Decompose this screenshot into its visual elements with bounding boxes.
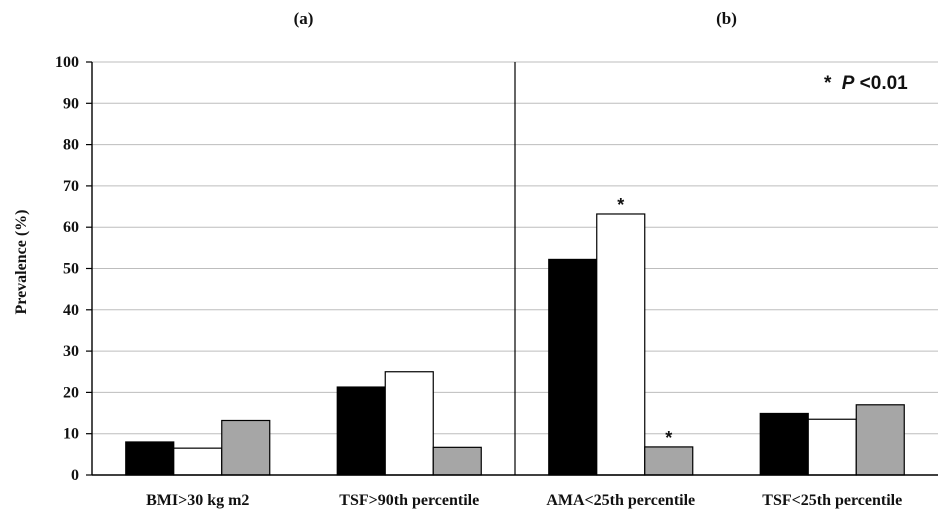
x-category-label: TSF<25th percentile xyxy=(762,492,902,509)
y-axis-label: Prevalence (%) xyxy=(13,210,30,315)
bar-1-1 xyxy=(384,371,434,476)
significance-note-p: P xyxy=(842,73,855,94)
y-tick-label: 20 xyxy=(63,384,79,401)
bar-3-2 xyxy=(855,404,905,476)
significance-star: * xyxy=(617,195,624,215)
significance-star: * xyxy=(665,428,672,448)
significance-note: * P <0.01 xyxy=(824,73,908,94)
y-tick-labels: 0 10 20 30 40 50 60 70 80 90 100 xyxy=(55,54,92,484)
bar-0-2 xyxy=(221,419,271,476)
bar-2-2 xyxy=(644,446,694,476)
y-tick-label: 0 xyxy=(71,467,79,484)
y-tick-label: 80 xyxy=(63,137,79,154)
panel-label: (a) xyxy=(294,9,314,28)
bar-1-2 xyxy=(432,446,482,476)
x-category-label: AMA<25th percentile xyxy=(546,492,695,509)
bar-3-0 xyxy=(759,412,809,476)
panel-label: (b) xyxy=(716,9,737,28)
y-tick-label: 70 xyxy=(63,178,79,195)
bar-3-1 xyxy=(807,418,857,476)
bar-2-1 xyxy=(596,213,646,476)
significance-markers: ** xyxy=(617,195,672,448)
significance-note-star: * xyxy=(824,73,832,94)
y-tick-label: 40 xyxy=(63,302,79,319)
panel-labels: (a) (b) xyxy=(294,9,737,28)
x-category-label: TSF>90th percentile xyxy=(339,492,479,509)
y-tick-label: 30 xyxy=(63,343,79,360)
x-category-label: BMI>30 kg m2 xyxy=(146,492,249,509)
y-tick-label: 10 xyxy=(63,426,79,443)
y-tick-label: 90 xyxy=(63,95,79,112)
significance-note-threshold: <0.01 xyxy=(860,73,909,94)
y-tick-label: 100 xyxy=(55,54,79,71)
bar-0-0 xyxy=(125,441,175,476)
category-labels: BMI>30 kg m2 TSF>90th percentile AMA<25th … xyxy=(146,492,902,509)
y-tick-label: 60 xyxy=(63,219,79,236)
y-tick-label: 50 xyxy=(63,261,79,278)
bar-2-0 xyxy=(548,258,598,476)
bar-1-0 xyxy=(336,386,386,476)
bar-0-1 xyxy=(173,447,223,476)
